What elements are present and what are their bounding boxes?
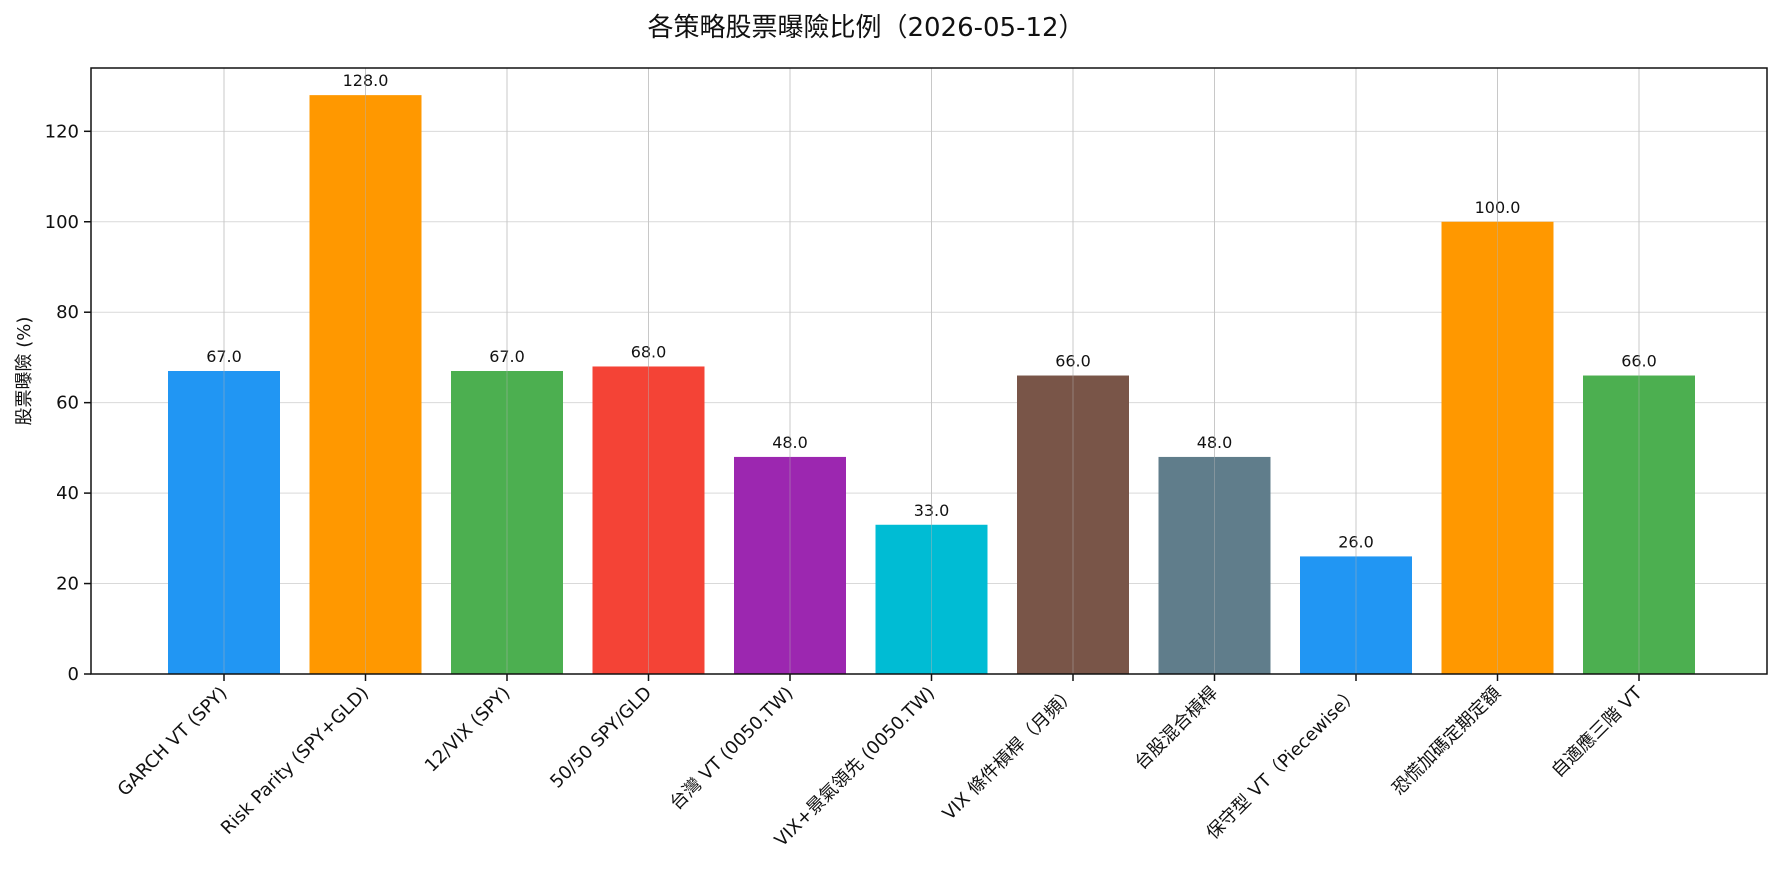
x-tick-label: VIX 條件槓桿（月頻） <box>939 683 1081 825</box>
y-tick-label: 20 <box>56 574 79 595</box>
x-tick-label: 保守型 VT（Piecewise） <box>1203 683 1364 844</box>
bar <box>451 371 563 674</box>
bar <box>1300 556 1412 674</box>
x-tick-label: 恐慌加碼定期定額 <box>1388 683 1505 800</box>
bar-value-label: 67.0 <box>206 347 242 366</box>
x-tick-label: 50/50 SPY/GLD <box>546 683 656 793</box>
bar <box>309 95 422 674</box>
bar <box>1017 375 1129 674</box>
bar <box>1583 375 1695 674</box>
bar <box>875 524 988 674</box>
x-tick-label: VIX+景氣領先 (0050.TW) <box>771 683 939 851</box>
bar-value-label: 68.0 <box>631 342 667 361</box>
bar-value-label: 128.0 <box>343 71 389 90</box>
x-tick-label: 自適應三階 VT <box>1547 681 1647 781</box>
y-tick-label: 0 <box>68 664 79 685</box>
bar-value-label: 33.0 <box>914 501 950 520</box>
chart-title: 各策略股票曝險比例（2026-05-12） <box>647 13 1084 43</box>
y-axis: 0 20 40 60 80 100 120 <box>45 121 91 685</box>
x-tick-label: 台股混合槓桿 <box>1131 683 1222 774</box>
y-tick-label: 40 <box>56 483 79 504</box>
plot-frame <box>90 67 1768 675</box>
x-tick-label: Risk Parity (SPY+GLD) <box>217 683 373 839</box>
y-axis-label: 股票曝險 (%) <box>14 317 35 426</box>
bar-value-label: 66.0 <box>1055 352 1091 371</box>
bar <box>1158 456 1271 674</box>
bar <box>734 456 846 674</box>
bar-value-label: 66.0 <box>1621 352 1657 371</box>
x-axis: GARCH VT (SPY)Risk Parity (SPY+GLD) 12/VI… <box>114 674 1647 851</box>
bar-value-label: 67.0 <box>489 347 525 366</box>
bar-value-label: 48.0 <box>772 433 808 452</box>
bar <box>592 366 705 674</box>
y-tick-label: 80 <box>56 302 79 323</box>
y-tick-label: 120 <box>45 121 79 142</box>
x-tick-label: 台灣 VT (0050.TW) <box>666 683 798 815</box>
bar-value-label: 48.0 <box>1197 433 1233 452</box>
x-tick-label: GARCH VT (SPY) <box>114 683 232 801</box>
bar-value-label: 100.0 <box>1475 198 1521 217</box>
y-tick-label: 100 <box>45 212 79 233</box>
x-tick-label: 12/VIX (SPY) <box>421 683 515 777</box>
bar-value-label: 26.0 <box>1338 532 1374 551</box>
bars: 67.0 128.0 67.0 68.0 48.0 33.0 66.0 48.0 26.0 100… <box>168 68 1695 674</box>
bar <box>1441 221 1554 674</box>
bar <box>168 371 280 674</box>
y-tick-label: 60 <box>56 393 79 414</box>
